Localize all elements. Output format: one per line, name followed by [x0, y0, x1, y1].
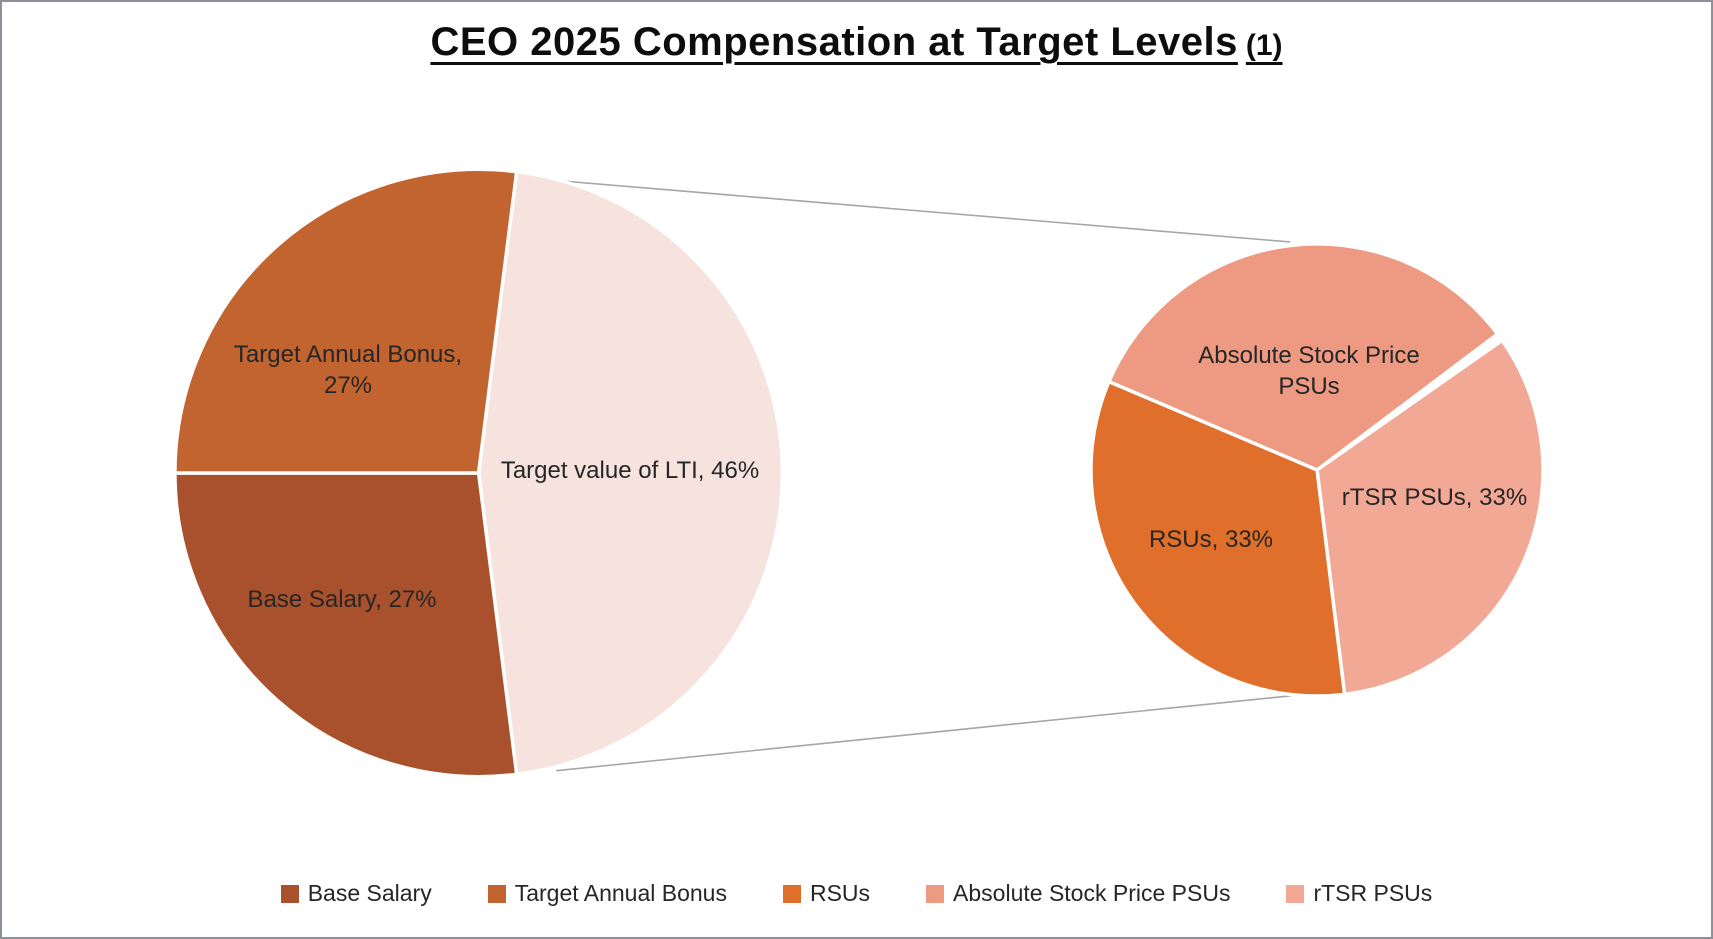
data-label-target-value-of-lti: Target value of LTI, 46%: [500, 457, 760, 484]
legend-label: Base Salary: [307, 880, 432, 906]
chart-title-text: CEO 2025 Compensation at Target Levels: [430, 20, 1238, 64]
legend-item-absolute-stock-price-psus[interactable]: Absolute Stock Price PSUs: [926, 880, 1230, 907]
secondary-pie-slice-rsus[interactable]: [1089, 379, 1347, 698]
main-pie-slice-target-value-of-lti[interactable]: [476, 169, 784, 777]
legend-label: Target Annual Bonus: [514, 880, 727, 906]
legend-item-target-annual-bonus[interactable]: Target Annual Bonus: [487, 880, 727, 907]
series-connector-line-bottom: [556, 694, 1299, 772]
legend-item-rsus[interactable]: RSUs: [782, 880, 871, 907]
legend-label: rTSR PSUs: [1313, 880, 1433, 906]
data-label-base-salary: Base Salary, 27%: [247, 586, 437, 613]
legend-swatch-target-annual-bonus: [487, 884, 506, 903]
legend-swatch-rtsr-psus: [1286, 884, 1305, 903]
data-label-target-annual-bonus: Target Annual Bonus, 27%: [233, 341, 463, 400]
legend-swatch-base-salary: [280, 884, 299, 903]
data-label-rtsr-psus: rTSR PSUs, 33%: [1341, 484, 1528, 511]
data-label-absolute-stock-price-psus: Absolute Stock Price PSUs: [1198, 342, 1420, 401]
legend-item-base-salary[interactable]: Base Salary: [280, 880, 432, 907]
legend-label: Absolute Stock Price PSUs: [953, 880, 1231, 906]
data-label-rsus: RSUs, 33%: [1148, 526, 1274, 553]
chart-title: CEO 2025 Compensation at Target Levels (1…: [2, 20, 1711, 65]
secondary-pie-slice-absolute-stock-price-psus[interactable]: [1107, 242, 1500, 472]
main-pie-slice-target-annual-bonus[interactable]: [173, 167, 519, 475]
series-connector-line-top: [553, 179, 1291, 243]
legend-item-rtsr-psus[interactable]: rTSR PSUs: [1286, 880, 1432, 907]
legend-swatch-absolute-stock-price-psus: [926, 884, 945, 903]
secondary-pie-slice-rtsr-psus[interactable]: [1315, 338, 1545, 697]
main-pie-slice-base-salary[interactable]: [173, 471, 519, 779]
chart-legend: Base Salary Target Annual Bonus RSUs Abs…: [2, 880, 1711, 907]
chart-title-footnote-ref: (1): [1245, 29, 1283, 62]
legend-label: RSUs: [809, 880, 871, 906]
legend-swatch-rsus: [782, 884, 801, 903]
